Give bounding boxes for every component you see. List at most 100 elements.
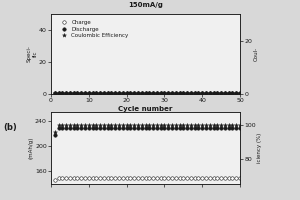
Charge xyxy=(159,92,162,94)
Coulombic Efficiency xyxy=(61,91,64,94)
Line: Coulombic Efficiency: Coulombic Efficiency xyxy=(53,91,242,95)
Discharge xyxy=(125,92,128,94)
Charge xyxy=(219,92,223,94)
Charge xyxy=(102,92,106,94)
Charge xyxy=(238,92,242,94)
Discharge xyxy=(87,92,91,94)
Coulombic Efficiency xyxy=(182,91,185,94)
Discharge xyxy=(57,92,60,94)
Charge xyxy=(144,92,147,94)
Discharge xyxy=(215,92,219,94)
Discharge xyxy=(223,92,227,94)
Coulombic Efficiency xyxy=(57,91,60,94)
Coulombic Efficiency xyxy=(204,91,208,94)
Line: Charge: Charge xyxy=(53,91,242,95)
Discharge xyxy=(94,92,98,94)
Discharge xyxy=(102,92,106,94)
Y-axis label: iciency (%): iciency (%) xyxy=(257,133,262,163)
Discharge xyxy=(170,92,174,94)
Y-axis label: Coul-: Coul- xyxy=(254,47,258,61)
Text: (b): (b) xyxy=(3,123,17,132)
Coulombic Efficiency xyxy=(106,91,110,94)
Charge xyxy=(174,92,178,94)
Charge xyxy=(227,92,230,94)
Discharge xyxy=(189,92,193,94)
Coulombic Efficiency xyxy=(167,91,170,94)
Charge xyxy=(155,92,159,94)
Coulombic Efficiency xyxy=(64,91,68,94)
Coulombic Efficiency xyxy=(136,91,140,94)
Discharge xyxy=(117,92,121,94)
Discharge xyxy=(91,92,94,94)
X-axis label: Cycle number: Cycle number xyxy=(118,106,173,112)
Coulombic Efficiency xyxy=(91,91,94,94)
Charge xyxy=(53,92,57,94)
Discharge xyxy=(106,92,110,94)
Discharge xyxy=(234,92,238,94)
Charge xyxy=(231,92,234,94)
Charge xyxy=(200,92,204,94)
Coulombic Efficiency xyxy=(174,91,178,94)
Discharge xyxy=(219,92,223,94)
Discharge xyxy=(167,92,170,94)
Coulombic Efficiency xyxy=(178,91,181,94)
Coulombic Efficiency xyxy=(151,91,155,94)
Charge xyxy=(140,92,143,94)
Charge xyxy=(110,92,113,94)
Discharge xyxy=(136,92,140,94)
Charge xyxy=(212,92,215,94)
Discharge xyxy=(212,92,215,94)
Discharge xyxy=(159,92,162,94)
Coulombic Efficiency xyxy=(98,91,102,94)
Charge xyxy=(204,92,208,94)
Discharge xyxy=(98,92,102,94)
Charge xyxy=(148,92,151,94)
Coulombic Efficiency xyxy=(170,91,174,94)
Charge xyxy=(170,92,174,94)
Charge xyxy=(117,92,121,94)
Charge xyxy=(193,92,196,94)
Coulombic Efficiency xyxy=(189,91,193,94)
Coulombic Efficiency xyxy=(234,91,238,94)
Discharge xyxy=(204,92,208,94)
Discharge xyxy=(144,92,147,94)
Coulombic Efficiency xyxy=(121,91,124,94)
Coulombic Efficiency xyxy=(185,91,189,94)
Charge xyxy=(125,92,128,94)
Coulombic Efficiency xyxy=(215,91,219,94)
Charge xyxy=(64,92,68,94)
Y-axis label: Speci-
fic: Speci- fic xyxy=(27,46,38,62)
Charge xyxy=(208,92,211,94)
Charge xyxy=(189,92,193,94)
Coulombic Efficiency xyxy=(238,91,242,94)
Coulombic Efficiency xyxy=(155,91,159,94)
Charge xyxy=(136,92,140,94)
Discharge xyxy=(182,92,185,94)
Discharge xyxy=(178,92,181,94)
Discharge xyxy=(227,92,230,94)
Discharge xyxy=(83,92,87,94)
Charge xyxy=(132,92,136,94)
Discharge xyxy=(76,92,79,94)
Charge xyxy=(215,92,219,94)
Coulombic Efficiency xyxy=(113,91,117,94)
Charge xyxy=(91,92,94,94)
Coulombic Efficiency xyxy=(140,91,143,94)
Charge xyxy=(113,92,117,94)
Discharge xyxy=(61,92,64,94)
Discharge xyxy=(132,92,136,94)
Legend: Charge, Discharge, Coulombic Efficiency: Charge, Discharge, Coulombic Efficiency xyxy=(58,18,130,40)
Discharge xyxy=(53,92,57,94)
Coulombic Efficiency xyxy=(163,91,166,94)
Discharge xyxy=(68,92,72,94)
Discharge xyxy=(129,92,132,94)
Discharge xyxy=(80,92,83,94)
Discharge xyxy=(208,92,211,94)
Charge xyxy=(234,92,238,94)
Charge xyxy=(87,92,91,94)
Coulombic Efficiency xyxy=(102,91,106,94)
Coulombic Efficiency xyxy=(208,91,211,94)
Charge xyxy=(196,92,200,94)
Discharge xyxy=(174,92,178,94)
Discharge xyxy=(148,92,151,94)
